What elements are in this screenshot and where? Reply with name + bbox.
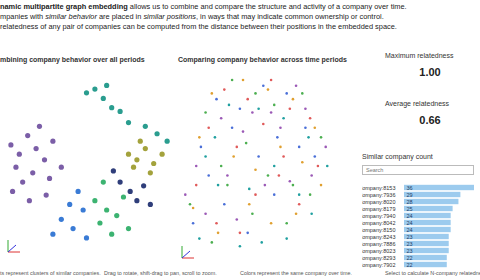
svg-text:22: 22 [407, 262, 413, 268]
svg-text:23: 23 [407, 234, 413, 240]
html-text:ts represent clusters of simil: ts represent clusters of similar compani… [0, 270, 101, 276]
html-text:namic multipartite graph embed: namic multipartite graph embedding allow… [0, 2, 407, 11]
html-text:Similar company count: Similar company count [362, 153, 433, 160]
html-text:Search: Search [366, 167, 384, 173]
svg-text:29: 29 [407, 192, 413, 198]
svg-text:Company:8179: Company:8179 [362, 206, 396, 212]
html-text:Maximum relatedness: Maximum relatedness [385, 52, 454, 59]
html-text:mpanies with similar behavior: mpanies with similar behavior are placed… [0, 12, 384, 21]
svg-text:Company:8153: Company:8153 [362, 185, 396, 191]
html-text:mbining company behavior over: mbining company behavior over all period… [0, 56, 145, 63]
html-text:Average relatedness: Average relatedness [385, 100, 450, 107]
svg-text:Company:7886: Company:7886 [362, 241, 396, 247]
html-text:relatedness of any pair of com: relatedness of any pair of companies can… [0, 22, 397, 31]
svg-text:22: 22 [407, 255, 413, 261]
svg-text:Company:8243: Company:8243 [362, 234, 396, 240]
html-text:Comparing company behavior acr: Comparing company behavior across time p… [178, 56, 347, 63]
svg-text:Company:8042: Company:8042 [362, 220, 396, 226]
svg-text:36: 36 [407, 185, 413, 191]
svg-text:Company:8293: Company:8293 [362, 255, 396, 261]
html-text:Colors represent the same comp: Colors represent the same company over t… [240, 270, 353, 276]
html-text:Drag to rotate, shift-drag to: Drag to rotate, shift-drag to pan, scrol… [104, 270, 217, 276]
svg-text:Company:8020: Company:8020 [362, 199, 396, 205]
svg-text:Company:7936: Company:7936 [362, 192, 396, 198]
html-text:1.00: 1.00 [419, 66, 441, 78]
svg-text:Company:7940: Company:7940 [362, 213, 396, 219]
svg-text:28: 28 [407, 199, 413, 205]
svg-text:25: 25 [407, 206, 413, 212]
svg-text:24: 24 [407, 213, 413, 219]
svg-text:Company:8023: Company:8023 [362, 248, 396, 254]
svg-text:23: 23 [407, 248, 413, 254]
svg-text:24: 24 [407, 220, 413, 226]
html-text:0.66: 0.66 [419, 114, 441, 126]
svg-text:23: 23 [407, 241, 413, 247]
svg-text:Company:7902: Company:7902 [362, 262, 396, 268]
svg-text:24: 24 [407, 227, 413, 233]
svg-text:Company:8150: Company:8150 [362, 227, 396, 233]
